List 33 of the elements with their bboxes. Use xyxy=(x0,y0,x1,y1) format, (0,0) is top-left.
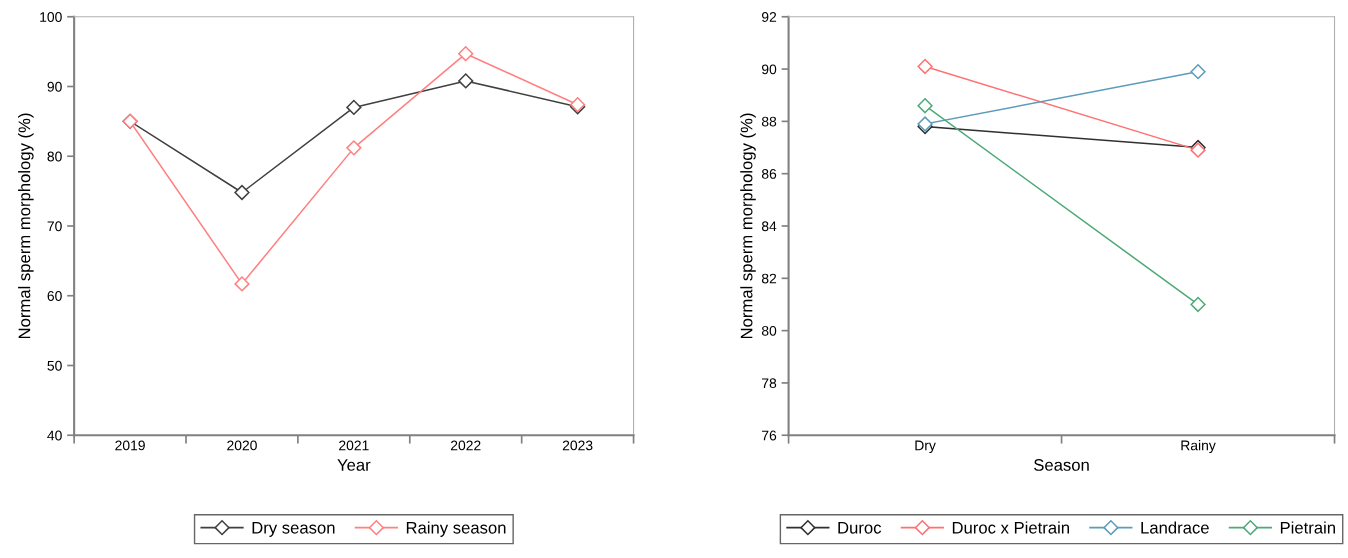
y-axis-title: Normal sperm morphology (%) xyxy=(740,113,756,339)
x-tick-label: 2022 xyxy=(450,440,481,451)
legend-label: Rainy season xyxy=(406,521,506,537)
x-tick-label: Dry xyxy=(915,440,936,454)
x-tick-label: 2021 xyxy=(339,440,369,451)
y-tick-label: 100 xyxy=(40,12,62,22)
x-tick-label: 2020 xyxy=(227,440,257,451)
y-tick-label: 92 xyxy=(761,12,777,22)
x-tick-label: 2023 xyxy=(562,440,593,451)
x-tick-label: 2019 xyxy=(115,440,145,451)
legend-label: Duroc x Pietrain xyxy=(952,521,1069,534)
y-tick-label: 90 xyxy=(47,81,62,92)
x-axis-title: Season xyxy=(1034,459,1089,471)
y-tick-label: 80 xyxy=(761,325,777,336)
y-tick-label: 84 xyxy=(761,221,777,232)
y-tick-label: 50 xyxy=(47,360,62,371)
y-tick-label: 86 xyxy=(761,169,777,179)
y-axis-title: Normal sperm morphology (%) xyxy=(18,113,34,339)
y-tick-label: 70 xyxy=(47,221,62,232)
x-tick-label: Rainy xyxy=(1181,440,1216,454)
legend-label: Dry season xyxy=(252,522,335,537)
y-tick-label: 76 xyxy=(762,430,777,441)
y-tick-label: 88 xyxy=(761,116,777,127)
y-tick-label: 60 xyxy=(47,291,62,301)
y-tick-label: 90 xyxy=(761,64,777,75)
y-tick-label: 82 xyxy=(761,273,777,284)
y-tick-label: 80 xyxy=(47,151,62,162)
x-axis-title: Year xyxy=(337,459,371,471)
y-tick-label: 78 xyxy=(762,378,777,389)
legend-label: Duroc xyxy=(838,522,882,534)
legend-label: Landrace xyxy=(1141,521,1209,534)
y-tick-label: 40 xyxy=(47,430,62,441)
legend-label: Pietrain xyxy=(1280,521,1335,534)
